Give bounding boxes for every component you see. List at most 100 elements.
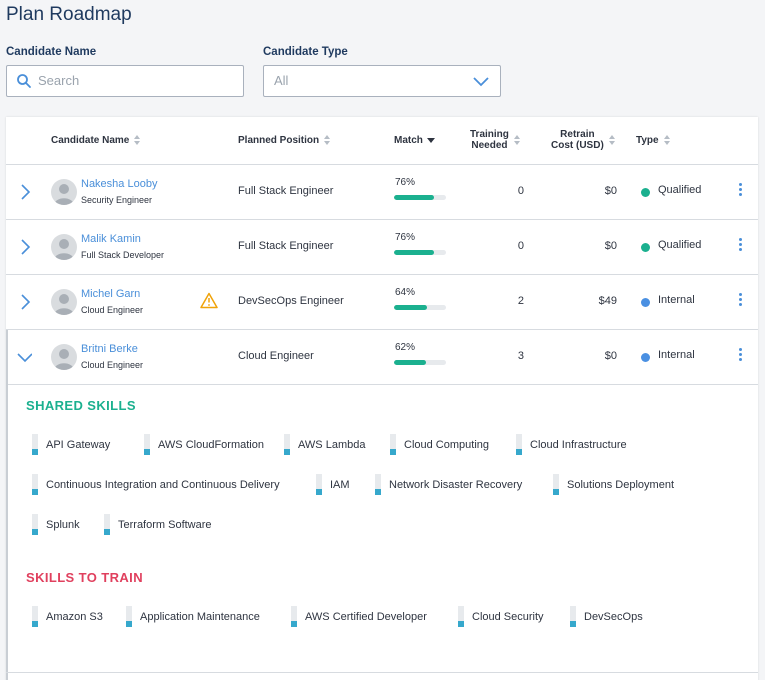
skill-label: Network Disaster Recovery (389, 478, 523, 491)
candidate-type: Internal (658, 294, 695, 306)
more-options-icon[interactable] (735, 346, 745, 366)
table-row[interactable]: Malik Kamin Full Stack Developer Full Stac… (6, 220, 758, 275)
candidate-name-label: Candidate Name (6, 46, 97, 58)
skill-item: AWS Lambda (284, 434, 365, 455)
header-retrain-label: Retrain Cost (USD) (551, 129, 604, 151)
skill-item: Terraform Software (104, 514, 212, 535)
skill-item: IAM (316, 474, 350, 495)
divider (6, 672, 758, 673)
chevron-right-icon[interactable] (18, 183, 32, 201)
chevron-right-icon[interactable] (18, 238, 32, 256)
match-bar-fill (394, 250, 434, 255)
chevron-right-icon[interactable] (18, 293, 32, 311)
candidate-type: Internal (658, 349, 695, 361)
skills-to-train-title: SKILLS TO TRAIN (26, 570, 143, 585)
skill-label: Application Maintenance (140, 610, 260, 623)
header-planned-position-label: Planned Position (238, 134, 320, 146)
candidate-name-link[interactable]: Britni Berke (81, 343, 138, 355)
table-row[interactable]: Michel Garn Cloud Engineer DevSecOps Engin… (6, 275, 758, 330)
skill-level-indicator (104, 514, 110, 535)
skill-level-indicator (570, 606, 576, 627)
match-bar (394, 360, 446, 365)
expanded-row-marker (6, 330, 8, 680)
skill-label: AWS Lambda (298, 438, 366, 451)
match-percent: 76% (395, 177, 416, 188)
skill-level-indicator (375, 474, 381, 495)
chevron-down-icon (473, 77, 489, 87)
skill-item: Application Maintenance (126, 606, 260, 627)
more-options-icon[interactable] (735, 181, 745, 201)
skill-label: Terraform Software (118, 518, 212, 531)
candidate-type-label: Candidate Type (263, 46, 348, 58)
avatar (51, 179, 77, 205)
match-bar-fill (394, 360, 427, 365)
header-candidate-name[interactable]: Candidate Name (51, 134, 141, 146)
match-bar (394, 305, 446, 310)
skill-level-indicator (516, 434, 522, 455)
skill-label: Cloud Security (472, 610, 544, 623)
skill-level-indicator (553, 474, 559, 495)
table-row[interactable]: Britni Berke Cloud Engineer Cloud Engineer… (6, 330, 758, 385)
sort-icon (134, 135, 141, 145)
avatar (51, 289, 77, 315)
header-retrain-line2: Cost (USD) (551, 140, 604, 151)
more-options-icon[interactable] (735, 236, 745, 256)
skill-level-indicator (144, 434, 150, 455)
header-training-label: Training Needed (470, 129, 509, 151)
match-percent: 76% (395, 232, 416, 243)
header-retrain-cost[interactable]: Retrain Cost (USD) (551, 129, 616, 151)
search-input[interactable] (38, 73, 228, 88)
chevron-down-icon[interactable] (16, 348, 32, 366)
header-training-line2: Needed (471, 140, 508, 151)
sort-icon (608, 135, 615, 145)
skill-label: IAM (330, 478, 350, 491)
candidate-name-search[interactable] (6, 65, 244, 97)
match-bar-fill (394, 305, 428, 310)
candidate-type-select[interactable]: All (263, 65, 501, 97)
skill-label: Continuous Integration and Continuous De… (46, 478, 280, 491)
header-planned-position[interactable]: Planned Position (238, 134, 331, 146)
skill-level-indicator (32, 606, 38, 627)
skill-item: Amazon S3 (32, 606, 103, 627)
skill-label: API Gateway (46, 438, 111, 451)
skill-level-indicator (390, 434, 396, 455)
skill-level-indicator (284, 434, 290, 455)
candidate-details: SHARED SKILLS API Gateway AWS CloudFormat… (6, 386, 758, 673)
header-training-needed[interactable]: Training Needed (470, 129, 521, 151)
candidate-name-link[interactable]: Malik Kamin (81, 233, 141, 245)
skill-item: Cloud Computing (390, 434, 489, 455)
skill-label: Splunk (46, 518, 80, 531)
more-options-icon[interactable] (735, 291, 745, 311)
type-status-dot (641, 298, 650, 307)
type-status-dot (641, 188, 650, 197)
planned-position: Full Stack Engineer (238, 240, 334, 252)
retrain-cost: $0 (604, 350, 617, 362)
avatar (51, 234, 77, 260)
skill-item: API Gateway (32, 434, 110, 455)
table-row[interactable]: Nakesha Looby Security Engineer Full Stack… (6, 165, 758, 220)
skill-item: AWS Certified Developer (291, 606, 427, 627)
candidate-type: Qualified (658, 239, 702, 251)
retrain-cost: $0 (604, 240, 617, 252)
header-type[interactable]: Type (636, 134, 671, 146)
candidate-name-link[interactable]: Nakesha Looby (81, 178, 158, 190)
planned-position: Full Stack Engineer (238, 185, 334, 197)
skill-label: Cloud Computing (404, 438, 489, 451)
candidate-type: Qualified (658, 184, 702, 196)
match-percent: 64% (395, 287, 416, 298)
sort-icon (324, 135, 331, 145)
type-status-dot (641, 353, 650, 362)
skill-item: AWS CloudFormation (144, 434, 264, 455)
candidate-name-link[interactable]: Michel Garn (81, 288, 141, 300)
sort-desc-icon (426, 138, 435, 143)
skill-level-indicator (32, 514, 38, 535)
header-retrain-line1: Retrain (560, 129, 595, 140)
match-bar (394, 250, 446, 255)
candidate-current-role: Full Stack Developer (81, 250, 165, 260)
skill-label: AWS CloudFormation (158, 438, 264, 451)
header-match[interactable]: Match (394, 134, 435, 146)
candidate-current-role: Cloud Engineer (81, 305, 144, 315)
skill-item: DevSecOps (570, 606, 643, 627)
skill-label: DevSecOps (584, 610, 643, 623)
header-type-label: Type (636, 134, 659, 146)
